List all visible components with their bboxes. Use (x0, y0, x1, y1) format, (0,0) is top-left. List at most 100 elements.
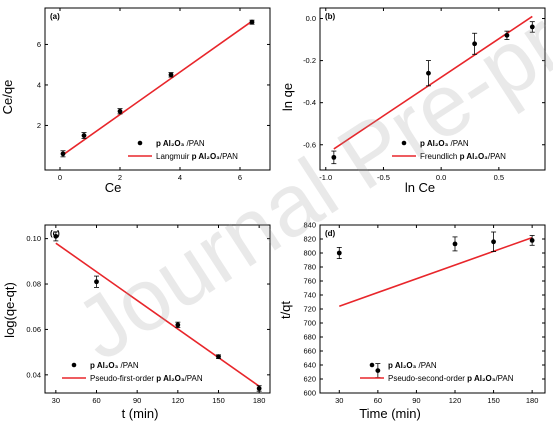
y-tick-label: 0.08 (26, 280, 41, 289)
x-tick-label: 30 (335, 396, 343, 405)
x-axis-title: Time (min) (359, 406, 421, 421)
y-tick-label: 6 (37, 40, 41, 49)
y-tick-label: 640 (303, 361, 316, 370)
x-tick-label: 90 (412, 396, 420, 405)
chart-panel-b: -1.0 -0.5 0.0 0.5 0.0 -0.2 -0.4 -0.6 (b) ln Ce ln … (280, 7, 546, 195)
data-point (452, 241, 458, 247)
y-tick-label: 0.10 (26, 234, 41, 243)
y-tick-label: 760 (303, 277, 316, 286)
x-tick-label: 120 (449, 396, 462, 405)
x-axis-title: t (min) (122, 406, 159, 421)
legend-point-marker (401, 140, 407, 146)
chart-panel-d: 30 60 90 120 150 180 600 620 640 660 680 700 720 740 7… (278, 221, 546, 421)
y-tick-label: 0.04 (26, 370, 41, 379)
legend-point-marker (71, 362, 77, 368)
y-tick-label: 0.0 (306, 14, 316, 23)
y-tick-label: 0.06 (26, 325, 41, 334)
y-tick-label: 660 (303, 347, 316, 356)
x-tick-label: 0.0 (436, 173, 446, 182)
data-point (504, 32, 510, 38)
x-tick-label: 60 (92, 396, 100, 405)
plot-frame (44, 224, 271, 394)
x-tick-label: -0.5 (377, 173, 390, 182)
x-axis-title: Ce (105, 180, 122, 195)
x-tick-label: 150 (212, 396, 225, 405)
x-tick-label: 90 (133, 396, 141, 405)
chart-panels: 0 2 4 6 2 4 6 (a) Ce Ce/qe p Al₂O₃ /PAN Langmuir p … (0, 7, 546, 421)
panel-label: (c) (50, 229, 60, 238)
fit-line (339, 236, 533, 307)
plot-frame (44, 7, 271, 171)
x-tick-label: 0 (58, 173, 62, 182)
x-tick-label: 150 (487, 396, 500, 405)
fit-line (333, 15, 533, 150)
y-axis-title: ln qe (280, 83, 295, 111)
y-tick-label: 840 (303, 221, 316, 230)
legend-label: p Al₂O₃ /PAN (388, 361, 437, 370)
data-point (472, 41, 478, 47)
data-point (529, 238, 535, 243)
chart-panel-a: 0 2 4 6 2 4 6 (a) Ce Ce/qe p Al₂O₃ /PAN Langmuir p … (0, 7, 271, 195)
x-axis-title: ln Ce (405, 180, 435, 195)
legend-label: p Al₂O₃ /PAN (90, 361, 139, 370)
data-point (256, 386, 262, 391)
data-point (60, 151, 66, 157)
y-axis-title: t/qt (278, 301, 293, 319)
y-tick-label: 4 (37, 80, 41, 89)
data-point (331, 154, 337, 160)
legend-point-marker (369, 362, 375, 368)
y-tick-label: 800 (303, 249, 316, 258)
y-tick-label: 680 (303, 333, 316, 342)
data-point (426, 70, 431, 76)
y-tick-label: -0.4 (303, 98, 316, 107)
y-tick-label: 740 (303, 291, 316, 300)
data-point (81, 133, 87, 138)
y-tick-label: 620 (303, 375, 316, 384)
x-tick-label: 180 (526, 396, 539, 405)
y-tick-label: -0.2 (303, 56, 316, 65)
data-point (491, 239, 496, 245)
panel-label: (b) (325, 12, 336, 21)
x-tick-label: 2 (118, 173, 122, 182)
y-tick-label: 780 (303, 263, 316, 272)
legend-label: Freundlich p Al₂O₃/PAN (420, 152, 506, 161)
data-point (249, 19, 255, 25)
data-point (117, 108, 123, 114)
x-tick-label: 0.5 (494, 173, 504, 182)
x-tick-label: 120 (172, 396, 185, 405)
y-tick-label: 2 (37, 121, 41, 130)
chart-panel-c: 30 60 90 120 150 180 0.04 0.06 0.08 0.10 (c) t (min… (2, 224, 271, 421)
y-tick-label: 600 (303, 389, 316, 398)
data-point (94, 279, 99, 285)
y-axis-title: Ce/qe (0, 80, 15, 115)
x-tick-label: 60 (374, 396, 382, 405)
legend-label: p Al₂O₃ /PAN (156, 139, 205, 148)
y-tick-label: 820 (303, 235, 316, 244)
legend-label: Pseudo-first-order p Al₂O₃/PAN (90, 374, 203, 383)
y-axis-title: log(qe-qt) (2, 282, 17, 338)
fit-line (62, 20, 253, 156)
x-tick-label: 30 (52, 396, 60, 405)
panel-label: (a) (50, 12, 60, 21)
plot-frame (319, 7, 546, 171)
y-tick-label: 720 (303, 305, 316, 314)
x-tick-label: 4 (178, 173, 182, 182)
fit-line (55, 242, 260, 387)
data-point (175, 322, 181, 328)
data-point (529, 24, 535, 30)
panel-label: (d) (325, 229, 336, 238)
data-point (53, 233, 59, 239)
data-point (336, 250, 342, 256)
data-point (375, 368, 381, 373)
y-tick-label: 700 (303, 319, 316, 328)
legend-label: p Al₂O₃ /PAN (420, 139, 469, 148)
x-tick-label: 180 (253, 396, 266, 405)
legend-label: Langmuir p Al₂O₃/PAN (156, 152, 238, 161)
legend-label: Pseudo-second-order p Al₂O₃/PAN (388, 374, 514, 383)
x-tick-label: -1.0 (319, 173, 332, 182)
y-tick-label: -0.6 (303, 140, 316, 149)
legend-point-marker (137, 140, 143, 146)
data-point (168, 72, 174, 78)
x-tick-label: 6 (238, 173, 242, 182)
